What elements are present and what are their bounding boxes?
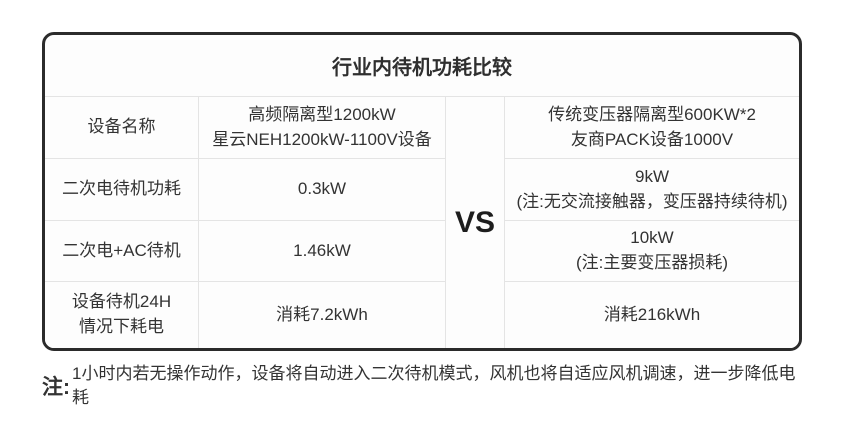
vs-separator-label: VS — [446, 97, 504, 348]
cell-device-name-right: 传统变压器隔离型600KW*2 友商PACK设备1000V — [505, 97, 799, 158]
footnote-prefix: 注: — [42, 375, 70, 399]
footnote-text: 1小时内若无操作动作，设备将自动进入二次待机模式，风机也将自适应风机调速，进一步… — [72, 364, 796, 407]
table-title: 行业内待机功耗比较 — [45, 35, 799, 97]
row-header-secondary-plus-ac-standby: 二次电+AC待机 — [45, 221, 198, 281]
cell-24h-consumption-right: 消耗216kWh — [505, 282, 799, 348]
footnote: 注: 1小时内若无操作动作，设备将自动进入二次待机模式，风机也将自适应风机调速，… — [42, 362, 804, 410]
row-header-device-name: 设备名称 — [45, 97, 198, 158]
row-header-24h-standby-consumption: 设备待机24H 情况下耗电 — [45, 282, 198, 348]
row-header-secondary-standby-power: 二次电待机功耗 — [45, 159, 198, 220]
table-grid: 设备名称 高频隔离型1200kW 星云NEH1200kW-1100V设备 传统变… — [45, 97, 799, 348]
comparison-table-card: 行业内待机功耗比较 设备名称 高频隔离型1200kW 星云NEH1200kW-1… — [42, 32, 802, 351]
cell-secondary-standby-left: 0.3kW — [199, 159, 445, 220]
cell-secondary-standby-right: 9kW (注:无交流接触器，变压器持续待机) — [505, 159, 799, 220]
cell-device-name-left: 高频隔离型1200kW 星云NEH1200kW-1100V设备 — [199, 97, 445, 158]
cell-24h-consumption-left: 消耗7.2kWh — [199, 282, 445, 348]
cell-ac-standby-right: 10kW (注:主要变压器损耗) — [505, 221, 799, 281]
cell-ac-standby-left: 1.46kW — [199, 221, 445, 281]
